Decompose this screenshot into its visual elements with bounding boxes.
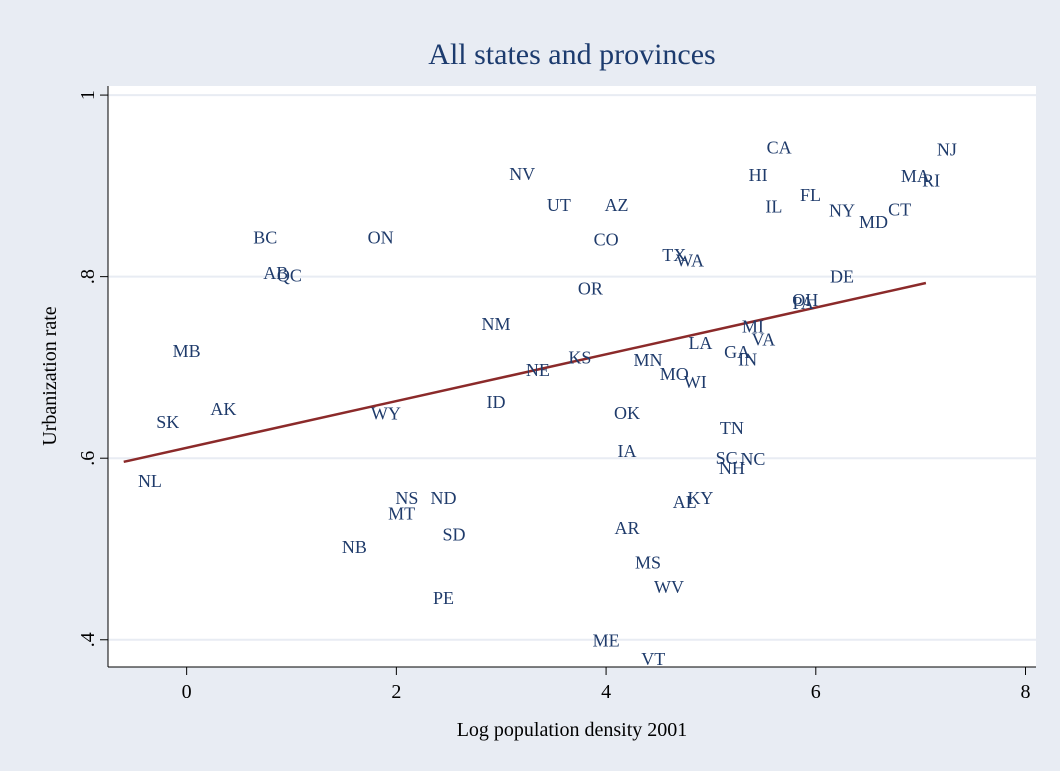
x-tick-label: 6 [811, 681, 821, 703]
point-label-id: ID [486, 392, 505, 412]
fit-line [123, 281, 927, 464]
x-tick-label: 4 [601, 681, 611, 703]
point-label-mt: MT [388, 504, 415, 524]
point-label-ct: CT [888, 199, 911, 219]
point-label-wv: WV [654, 577, 684, 597]
point-label-nb: NB [342, 537, 367, 557]
point-label-sd: SD [443, 524, 466, 544]
point-label-wy: WY [371, 404, 401, 424]
fit-line-group [123, 281, 927, 464]
point-label-fl: FL [800, 185, 821, 205]
point-label-ns: NS [395, 488, 418, 508]
point-label-vt: VT [641, 649, 665, 669]
point-label-ms: MS [635, 553, 661, 573]
point-label-ca: CA [767, 138, 792, 158]
point-label-nm: NM [481, 314, 510, 334]
point-label-mo: MO [660, 364, 689, 384]
point-label-az: AZ [605, 195, 629, 215]
point-label-pe: PE [433, 588, 454, 608]
x-ticks: 0 2 4 6 8 [182, 667, 1031, 703]
plot-area [108, 86, 1036, 667]
y-tick-label: .6 [77, 451, 99, 466]
point-label-mb: MB [173, 341, 201, 361]
point-label-mi: MI [742, 317, 764, 337]
y-tick-label: .4 [77, 632, 99, 647]
gridlines [108, 94, 1036, 641]
x-tick-label: 2 [391, 681, 401, 703]
point-label-ar: AR [615, 518, 640, 538]
point-label-nl: NL [138, 471, 162, 491]
point-label-sc: SC [716, 448, 738, 468]
point-label-on: ON [368, 228, 394, 248]
point-label-ma: MA [901, 166, 930, 186]
point-label-de: DE [830, 267, 854, 287]
point-label-qc: QC [277, 266, 302, 286]
y-tick-label: .8 [77, 269, 99, 284]
point-label-ne: NE [526, 360, 550, 380]
axes [107, 86, 1036, 668]
point-label-ak: AK [210, 399, 236, 419]
point-label-mn: MN [634, 350, 663, 370]
point-label-nc: NC [740, 449, 765, 469]
point-label-or: OR [578, 278, 603, 298]
point-label-la: LA [688, 333, 712, 353]
point-label-ga: GA [724, 342, 750, 362]
point-label-tx: TX [662, 245, 686, 265]
point-label-ny: NY [829, 200, 855, 220]
point-label-ri: RI [922, 170, 940, 190]
point-label-ok: OK [614, 403, 640, 423]
x-tick-label: 0 [182, 681, 192, 703]
point-label-in: IN [738, 349, 757, 369]
x-axis-label: Log population density 2001 [457, 719, 688, 741]
y-axis-label: Urbanization rate [39, 306, 61, 445]
point-label-me: ME [593, 631, 620, 651]
point-label-hi: HI [749, 165, 768, 185]
point-label-va: VA [752, 329, 776, 349]
point-label-nd: ND [431, 488, 457, 508]
point-label-bc: BC [253, 228, 277, 248]
point-label-wi: WI [684, 372, 707, 392]
x-tick-label: 8 [1021, 681, 1031, 703]
y-ticks: .4 .6 .8 1 [77, 90, 108, 647]
point-label-ab: AB [263, 263, 288, 283]
point-label-nj: NJ [937, 140, 957, 160]
point-label-sk: SK [156, 412, 179, 432]
point-label-nh: NH [719, 458, 745, 478]
chart-title: All states and provinces [428, 38, 715, 71]
point-label-il: IL [765, 197, 782, 217]
point-label-ia: IA [618, 441, 637, 461]
point-label-md: MD [859, 212, 888, 232]
point-label-pa: PA [793, 293, 814, 313]
point-label-tn: TN [720, 418, 744, 438]
y-tick-label: 1 [77, 90, 99, 100]
point-label-oh: OH [792, 290, 818, 310]
point-label-ks: KS [568, 347, 591, 367]
point-label-wa: WA [676, 250, 704, 270]
point-label-co: CO [594, 229, 619, 249]
point-label-ky: KY [687, 488, 713, 508]
point-label-al: AL [673, 492, 697, 512]
point-label-ut: UT [547, 195, 571, 215]
point-label-nv: NV [509, 164, 535, 184]
